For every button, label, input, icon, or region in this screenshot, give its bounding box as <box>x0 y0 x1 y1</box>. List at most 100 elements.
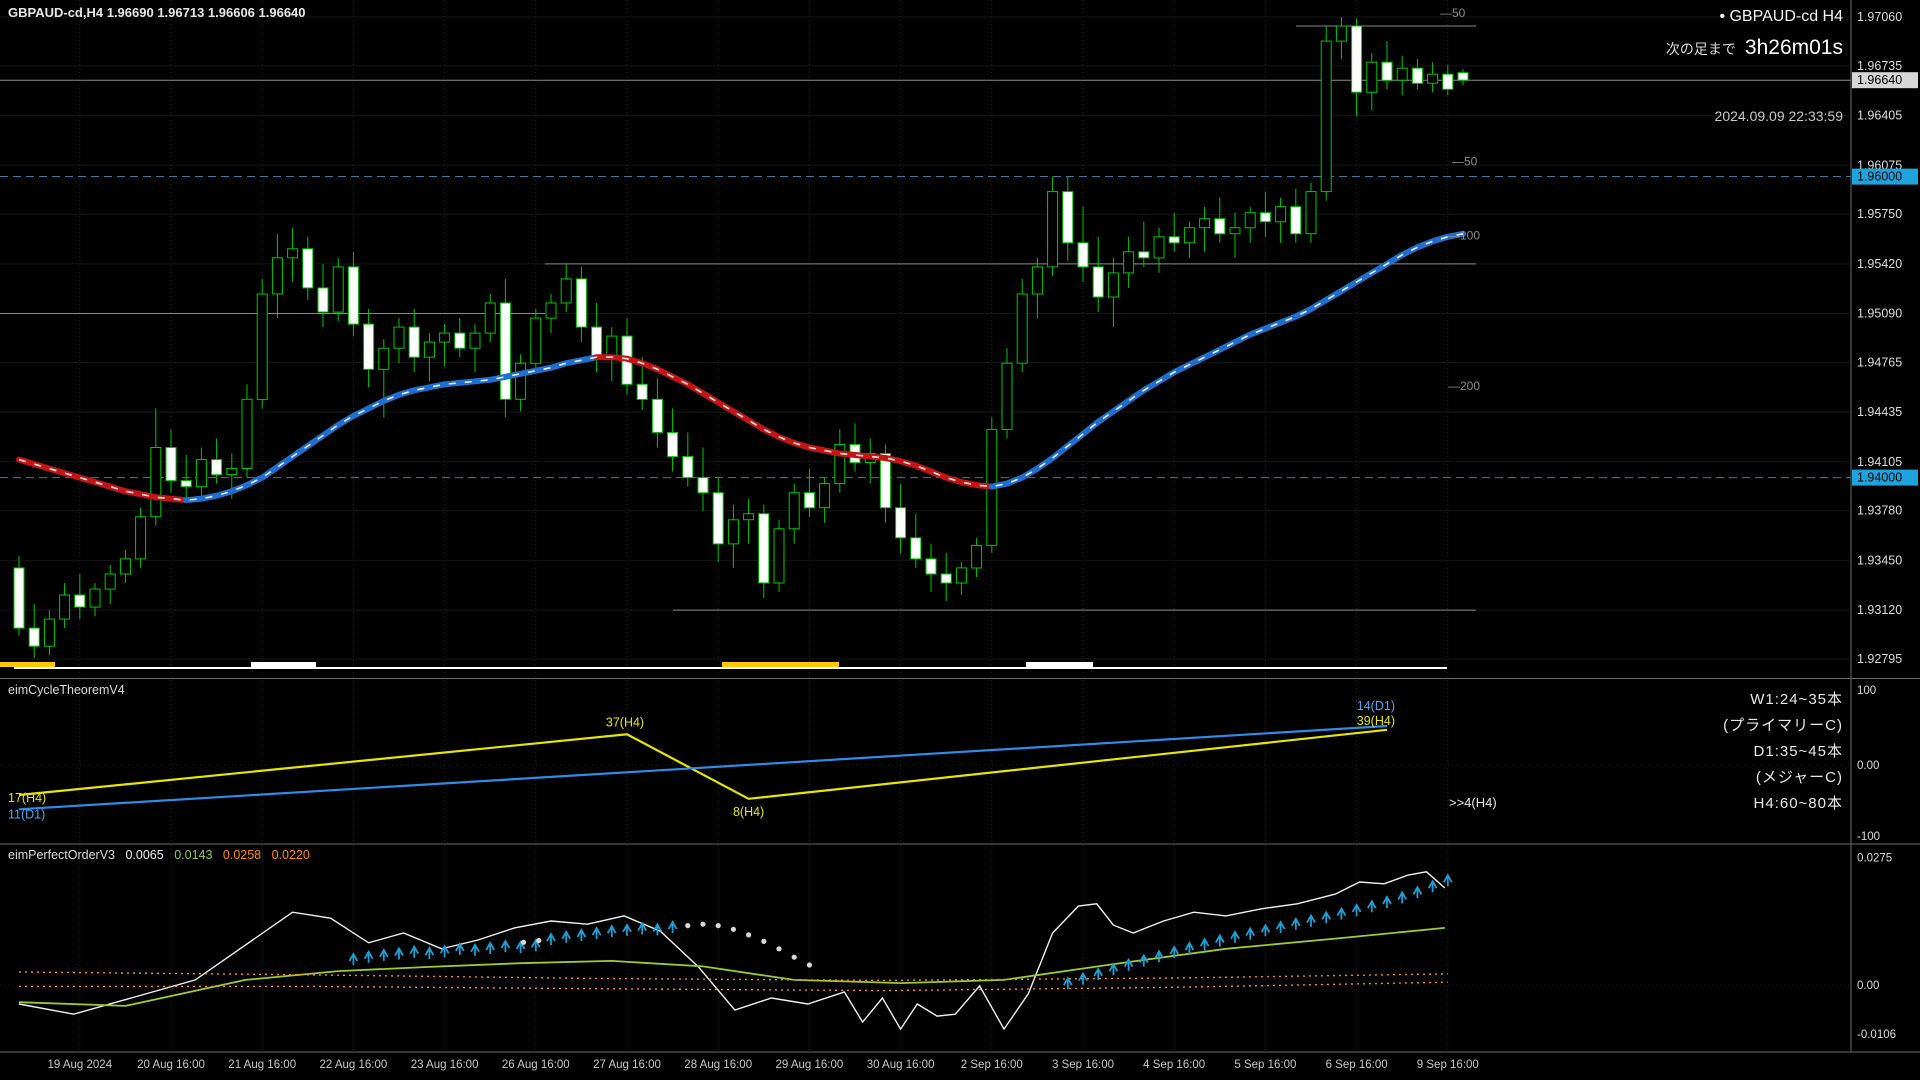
cycle-scale-label: -100 <box>1857 831 1880 843</box>
po-indicator-name: eimPerfectOrderV3 <box>8 848 115 862</box>
candle <box>834 444 846 485</box>
up-arrow-marker <box>470 942 480 956</box>
up-arrow-marker <box>1260 923 1271 937</box>
candle <box>28 627 40 647</box>
po-indicator-label: eimPerfectOrderV3 0.0065 0.0143 0.0258 0… <box>8 848 317 862</box>
candle <box>454 332 466 349</box>
candle <box>1153 236 1165 259</box>
candle <box>651 398 663 433</box>
po-value-slow: 0.0143 <box>174 848 213 862</box>
time-axis-label: 22 Aug 16:00 <box>320 1059 388 1071</box>
countdown-caption: 次の足まで <box>1665 41 1736 57</box>
candle <box>256 293 268 400</box>
candle <box>302 248 314 289</box>
candle <box>1016 293 1028 364</box>
up-arrow-marker <box>1123 957 1134 971</box>
candle <box>1259 212 1271 223</box>
candle <box>1351 25 1363 93</box>
po-line-band-lower <box>19 981 1448 992</box>
signal-block <box>722 662 839 667</box>
up-arrow-marker <box>1321 910 1331 924</box>
pip-count-annotation: —50 <box>1440 6 1466 20</box>
price-axis-label: 1.93120 <box>1857 603 1902 617</box>
countdown-value: 3h26m01s <box>1744 36 1843 59</box>
cycle-shift-label: >>4(H4) <box>1449 795 1497 810</box>
candle <box>575 278 587 328</box>
up-arrow-marker <box>1427 879 1438 893</box>
cycle-info-line: W1:24~35本 <box>1750 691 1843 708</box>
up-arrow-marker <box>394 946 404 960</box>
level-price-tag-bg <box>1852 168 1918 185</box>
main-chart-pane[interactable] <box>0 0 1851 677</box>
up-arrow-marker <box>1063 976 1073 990</box>
up-arrow-marker <box>652 922 663 936</box>
time-scale[interactable] <box>0 1052 1920 1080</box>
dot-marker <box>730 926 737 932</box>
candle <box>165 447 177 482</box>
up-arrow-marker <box>455 942 465 955</box>
candle <box>636 383 648 400</box>
cycle-info-line: (プライマリーC) <box>1723 717 1843 734</box>
candle <box>606 335 618 358</box>
up-arrow-marker <box>546 932 556 946</box>
cycle-point-label: 14(D1) <box>1357 699 1395 713</box>
up-arrow-marker <box>424 946 435 960</box>
cycle-panel-pane[interactable] <box>0 680 1851 843</box>
time-axis-label: 26 Aug 16:00 <box>502 1059 570 1071</box>
dot-marker <box>700 921 706 927</box>
dot-marker <box>776 946 782 952</box>
price-axis-label: 1.92795 <box>1857 652 1902 666</box>
up-arrow-marker <box>1382 895 1392 908</box>
candle <box>1366 61 1378 93</box>
candle <box>1107 272 1119 298</box>
price-axis-label: 1.94765 <box>1857 356 1902 370</box>
cycle-line-d1-cycle <box>18 724 1388 811</box>
time-axis-label: 19 Aug 2024 <box>48 1059 113 1071</box>
time-axis-label: 9 Sep 16:00 <box>1417 1059 1479 1071</box>
pip-count-annotation: —200 <box>1448 379 1480 393</box>
candle <box>347 266 359 325</box>
cycle-scale-label: 100 <box>1857 685 1876 697</box>
time-axis-label: 23 Aug 16:00 <box>411 1059 479 1071</box>
time-axis-label: 30 Aug 16:00 <box>867 1059 935 1071</box>
candle <box>1092 266 1104 298</box>
candle <box>1381 61 1393 81</box>
dot-marker <box>746 932 752 938</box>
candle <box>758 513 770 584</box>
ma-line-dash-overlay <box>18 233 1464 502</box>
candle <box>74 594 86 608</box>
cycle-point-label: 8(H4) <box>733 805 764 819</box>
time-axis-label: 5 Sep 16:00 <box>1234 1059 1296 1071</box>
dot-marker <box>806 962 813 968</box>
candle <box>1138 251 1150 259</box>
price-axis-label: 1.93450 <box>1857 553 1902 567</box>
candle <box>803 492 815 509</box>
cycle-point-label: 37(H4) <box>606 715 644 729</box>
candle <box>940 573 952 584</box>
candle <box>1183 227 1195 244</box>
candle <box>135 516 147 560</box>
candle <box>363 323 375 370</box>
cycle-point-label: 39(H4) <box>1357 714 1395 728</box>
candle <box>895 507 907 539</box>
dot-marker <box>536 937 542 944</box>
candle <box>1427 73 1439 84</box>
candle <box>773 528 785 584</box>
candle <box>287 248 299 259</box>
cycle-info-line: H4:60~80本 <box>1753 795 1843 812</box>
candle <box>423 341 435 358</box>
up-arrow-marker <box>1291 916 1301 930</box>
up-arrow-marker <box>348 952 359 966</box>
perfect-order-panel-pane[interactable] <box>0 845 1851 1051</box>
up-arrow-marker <box>379 948 389 961</box>
candle <box>13 567 25 629</box>
candle <box>560 278 572 304</box>
up-arrow-marker <box>1443 873 1453 887</box>
level-price-tag: 1.94000 <box>1857 471 1902 485</box>
server-time: 2024.09.09 22:33:59 <box>1714 108 1843 124</box>
time-axis-label: 28 Aug 16:00 <box>684 1059 752 1071</box>
candle <box>1290 206 1302 235</box>
candle <box>1457 72 1469 81</box>
